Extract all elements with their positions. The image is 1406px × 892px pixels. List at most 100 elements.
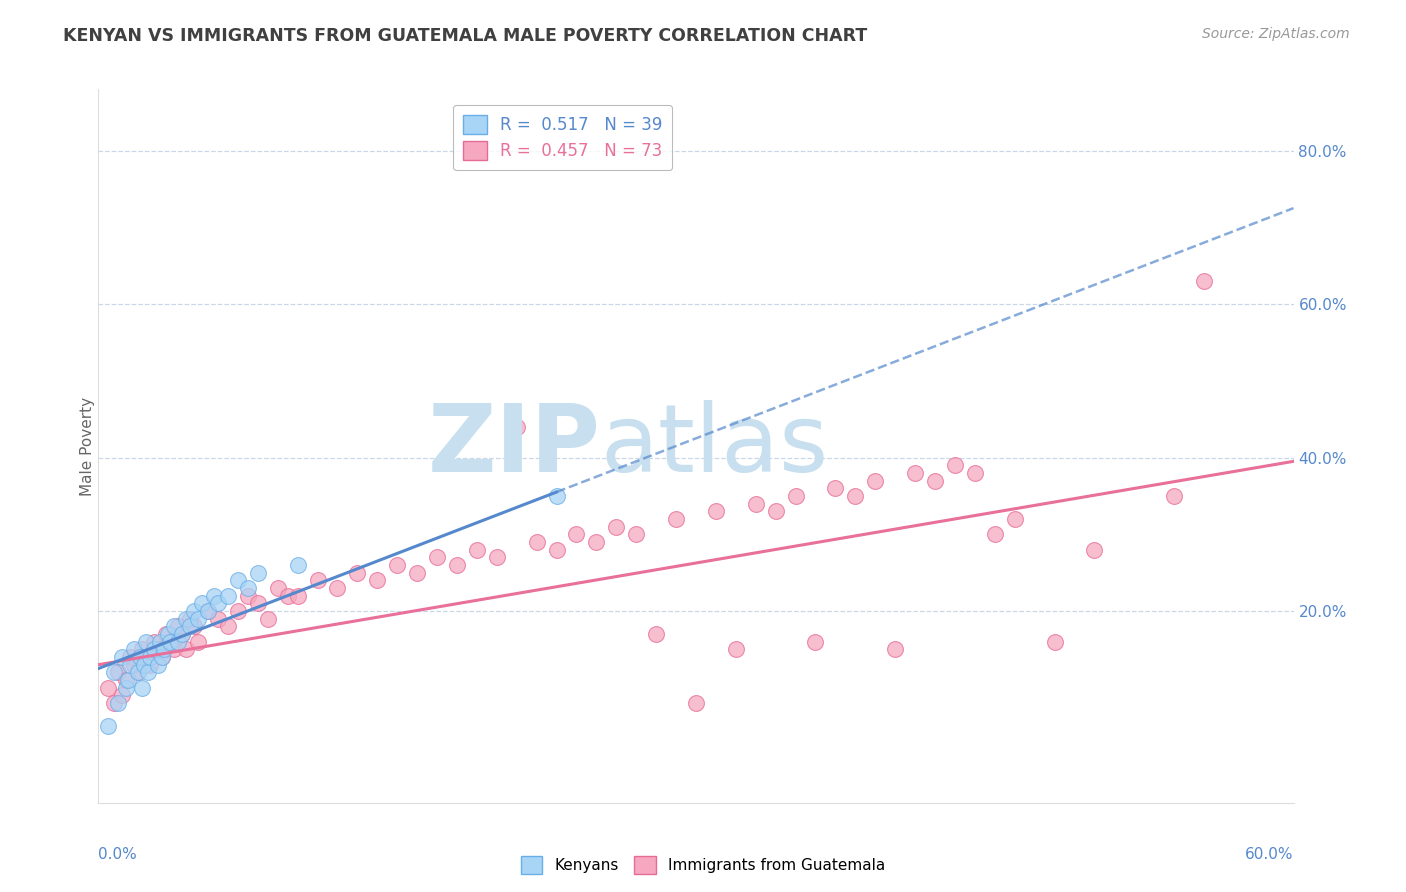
Point <box>143 642 166 657</box>
Point <box>765 504 787 518</box>
Point <box>236 589 259 603</box>
Point <box>172 627 194 641</box>
Point <box>287 589 309 603</box>
Point <box>129 650 152 665</box>
Point <box>136 665 159 680</box>
Point <box>134 657 156 672</box>
Point <box>115 681 138 695</box>
Point <box>135 634 157 648</box>
Point <box>191 596 214 610</box>
Point <box>150 650 173 665</box>
Point <box>135 650 157 665</box>
Point <box>197 604 219 618</box>
Point <box>326 581 349 595</box>
Point <box>226 574 249 588</box>
Text: Source: ZipAtlas.com: Source: ZipAtlas.com <box>1202 27 1350 41</box>
Point <box>217 589 239 603</box>
Point <box>167 634 190 648</box>
Point <box>149 634 172 648</box>
Point <box>111 689 134 703</box>
Point <box>127 665 149 680</box>
Point <box>366 574 388 588</box>
Point <box>236 581 259 595</box>
Point <box>924 474 946 488</box>
Point <box>163 642 186 657</box>
Point <box>159 634 181 648</box>
Point <box>287 558 309 572</box>
Point <box>685 696 707 710</box>
Point <box>174 642 197 657</box>
Point <box>157 627 180 641</box>
Point <box>179 612 201 626</box>
Point <box>785 489 807 503</box>
Point <box>426 550 449 565</box>
Point <box>120 650 142 665</box>
Point <box>167 619 190 633</box>
Point <box>1043 634 1066 648</box>
Point <box>1163 489 1185 503</box>
Point <box>155 627 177 641</box>
Point <box>111 650 134 665</box>
Point <box>745 497 768 511</box>
Point <box>172 627 194 641</box>
Point <box>1004 512 1026 526</box>
Point <box>127 665 149 680</box>
Point <box>546 542 568 557</box>
Point <box>884 642 907 657</box>
Point <box>406 566 429 580</box>
Point <box>256 612 278 626</box>
Point <box>665 512 688 526</box>
Point <box>115 673 138 687</box>
Point <box>150 650 173 665</box>
Point <box>202 589 225 603</box>
Y-axis label: Male Poverty: Male Poverty <box>80 396 94 496</box>
Point <box>605 519 627 533</box>
Point <box>626 527 648 541</box>
Point <box>187 612 209 626</box>
Text: 0.0%: 0.0% <box>98 847 138 862</box>
Point <box>143 634 166 648</box>
Point <box>207 596 229 610</box>
Point <box>117 673 139 687</box>
Legend: R =  0.517   N = 39, R =  0.457   N = 73: R = 0.517 N = 39, R = 0.457 N = 73 <box>453 104 672 169</box>
Point <box>97 719 120 733</box>
Point <box>724 642 747 657</box>
Point <box>148 657 170 672</box>
Point <box>963 466 986 480</box>
Point <box>197 604 219 618</box>
Point <box>174 612 197 626</box>
Point <box>506 419 529 434</box>
Point <box>984 527 1007 541</box>
Point <box>824 481 846 495</box>
Point <box>1083 542 1105 557</box>
Point <box>585 535 607 549</box>
Legend: Kenyans, Immigrants from Guatemala: Kenyans, Immigrants from Guatemala <box>515 850 891 880</box>
Point <box>1192 274 1215 288</box>
Point <box>107 665 129 680</box>
Point <box>267 581 290 595</box>
Text: KENYAN VS IMMIGRANTS FROM GUATEMALA MALE POVERTY CORRELATION CHART: KENYAN VS IMMIGRANTS FROM GUATEMALA MALE… <box>63 27 868 45</box>
Point <box>103 665 125 680</box>
Point <box>97 681 120 695</box>
Point <box>183 619 205 633</box>
Point <box>159 634 181 648</box>
Point <box>485 550 508 565</box>
Point <box>704 504 727 518</box>
Point <box>139 657 162 672</box>
Point <box>844 489 866 503</box>
Point <box>307 574 329 588</box>
Point <box>446 558 468 572</box>
Point <box>107 696 129 710</box>
Text: atlas: atlas <box>600 400 828 492</box>
Point <box>163 619 186 633</box>
Text: 60.0%: 60.0% <box>1246 847 1294 862</box>
Point <box>385 558 409 572</box>
Point <box>103 696 125 710</box>
Point <box>131 642 153 657</box>
Point <box>804 634 827 648</box>
Point <box>226 604 249 618</box>
Point <box>207 612 229 626</box>
Point <box>246 566 269 580</box>
Point <box>187 634 209 648</box>
Point <box>124 642 146 657</box>
